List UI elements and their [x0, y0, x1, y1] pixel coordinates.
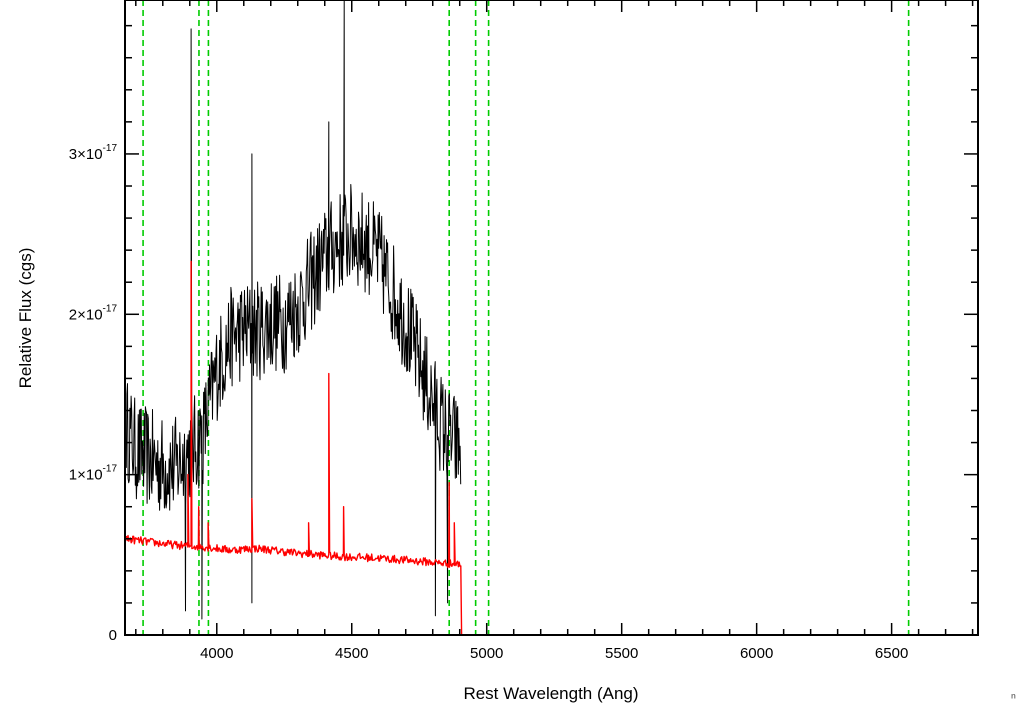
x-tick-label: 6000 [740, 645, 773, 662]
x-tick-label: 4000 [200, 645, 233, 662]
x-axis-ticks: 4000 4500 5000 5500 6000 6500 [135, 0, 974, 662]
y-tick-label: 2×10-17 [69, 303, 118, 323]
y-axis-label: Relative Flux (cgs) [16, 248, 35, 389]
series-line [125, 0, 462, 620]
plot-border [124, 0, 979, 636]
plot-frame [124, 0, 979, 636]
reference-lines [142, 0, 910, 635]
y-tick-label: 1×10-17 [69, 464, 118, 484]
x-tick-label: 5000 [470, 645, 503, 662]
series-group [125, 0, 978, 636]
x-tick-label: 4500 [335, 645, 368, 662]
x-tick-label: 5500 [605, 645, 638, 662]
y-tick-label: 3×10-17 [69, 143, 118, 163]
x-axis-label: Rest Wavelength (Ang) [463, 684, 638, 703]
y-axis-ticks: 0 1×10-17 2×10-17 3×10-17 [69, 24, 978, 644]
resize-grip-icon[interactable]: ⁿ [1010, 689, 1016, 705]
y-tick-label: 0 [109, 627, 117, 644]
x-tick-label: 6500 [875, 645, 908, 662]
